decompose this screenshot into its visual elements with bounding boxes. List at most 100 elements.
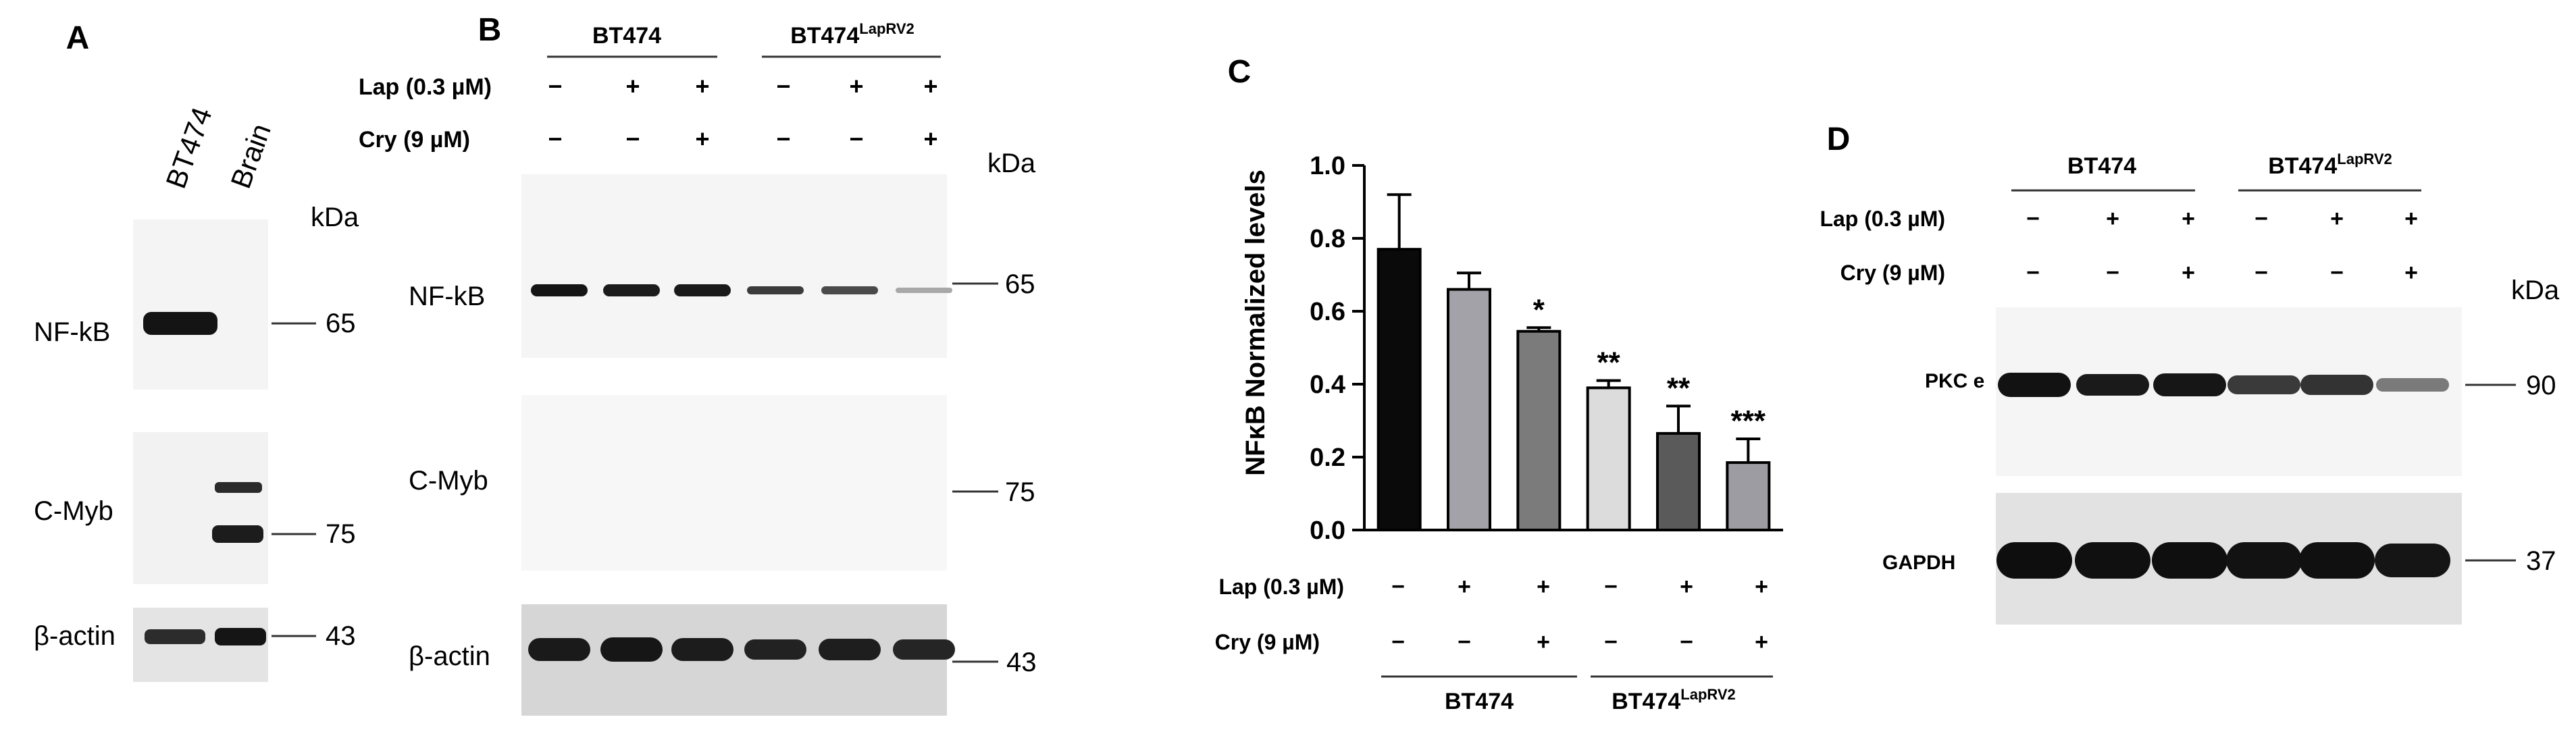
chart-significance-label: ** — [1597, 346, 1621, 379]
panel-d-gapdh-marker: 37 — [2526, 546, 2556, 576]
panel-b-group-2: BT474LapRV2 — [790, 20, 915, 49]
chart-bar — [1586, 386, 1631, 532]
panel-d: D BT474 BT474LapRV2 Lap (0.3 µM) Cry (9 … — [1820, 122, 2560, 625]
panel-a-actin-band-2 — [215, 628, 266, 645]
panel-d-sign-grid: − + + − + + − − + − − + — [2026, 206, 2418, 286]
chart-bar — [1516, 329, 1562, 531]
panel-a-actin-label: β-actin — [34, 621, 115, 651]
chart-bar — [1726, 461, 1771, 531]
panel-c-letter: C — [1228, 54, 1252, 90]
panel-a: A BT474 Brain kDa NF-kB 65 C-Myb 75 β-ac… — [34, 20, 359, 682]
panel-d-gapdh-bands — [1997, 542, 2450, 579]
panel-d-sign-r1-c1: − — [2106, 260, 2119, 286]
panel-b: B BT474 BT474LapRV2 Lap (0.3 µM) Cry (9 … — [359, 12, 1037, 716]
panel-d-sign-r0-c5: + — [2404, 206, 2418, 232]
panel-b-actin-bands — [528, 637, 955, 662]
panel-b-cry-label: Cry (9 µM) — [359, 127, 470, 153]
chart-significance-label: ** — [1667, 371, 1691, 404]
chart-y-tick-label: 0.2 — [1310, 444, 1345, 472]
panel-c-sign-r0-c4: + — [1680, 574, 1693, 600]
chart-significance-label: *** — [1731, 404, 1766, 438]
panel-b-actin-band-lane-1 — [528, 638, 590, 661]
panel-b-cmyb-marker: 75 — [1005, 477, 1035, 507]
panel-c-sign-r0-c0: − — [1391, 574, 1405, 600]
panel-a-cmyb-label: C-Myb — [34, 496, 113, 526]
panel-a-cmyb-band-upper — [215, 482, 262, 493]
panel-a-actin-band-1 — [145, 629, 205, 644]
panel-d-lap-label: Lap (0.3 µM) — [1820, 207, 1945, 231]
panel-b-group-1: BT474 — [592, 23, 661, 49]
panel-c-group-2: BT474LapRV2 — [1612, 686, 1736, 714]
chart-plot: 0.00.20.40.60.81.0******** — [1310, 152, 1783, 545]
panel-b-nfkb-band-lane-4 — [747, 286, 804, 294]
panel-d-gapdh-band-lane-3 — [2152, 542, 2227, 579]
panel-b-sign-r1-c0: − — [548, 125, 562, 153]
panel-b-lap-label: Lap (0.3 µM) — [359, 74, 492, 100]
panel-b-cmyb-label: C-Myb — [409, 466, 488, 496]
panel-d-gapdh-band-lane-2 — [2075, 542, 2150, 579]
panel-b-actin-band-lane-5 — [819, 639, 881, 660]
panel-c-group-1: BT474 — [1445, 689, 1514, 714]
panel-d-gapdh-label: GAPDH — [1882, 552, 1955, 574]
panel-b-sign-r0-c1: + — [625, 72, 640, 100]
panel-a-kda-label: kDa — [311, 203, 359, 232]
chart-bar — [1447, 288, 1491, 531]
panel-d-pkce-band-lane-1 — [1998, 373, 2071, 397]
panel-a-cmyb-membrane — [133, 432, 268, 584]
panel-b-actin-band-lane-2 — [600, 637, 663, 662]
chart-y-tick-label: 0.4 — [1310, 371, 1345, 399]
panel-b-actin-band-lane-6 — [893, 639, 955, 660]
panel-d-sign-r1-c0: − — [2026, 260, 2040, 286]
panel-b-nfkb-label: NF-kB — [409, 282, 485, 311]
panel-a-cmyb-band-lower — [212, 525, 263, 543]
panel-b-actin-membrane — [521, 604, 947, 716]
chart-bar — [1656, 431, 1701, 532]
panel-b-nfkb-band-lane-3 — [674, 284, 731, 296]
chart-y-tick-label: 0.8 — [1310, 225, 1345, 253]
panel-b-sign-r0-c4: + — [849, 72, 863, 100]
panel-c-sign-r1-c2: + — [1537, 629, 1550, 655]
panel-b-sign-r0-c2: + — [695, 72, 709, 100]
panel-c-sign-r1-c5: + — [1755, 629, 1768, 655]
panel-d-pkce-band-lane-2 — [2076, 374, 2149, 396]
panel-d-gapdh-band-lane-1 — [1997, 542, 2072, 579]
panel-a-sample-bt474: BT474 — [159, 103, 217, 192]
panel-b-sign-r1-c3: − — [776, 125, 790, 153]
panel-b-actin-marker: 43 — [1006, 648, 1037, 677]
panel-a-nfkb-label: NF-kB — [34, 317, 110, 347]
panel-a-nfkb-membrane — [133, 219, 268, 390]
panel-b-nfkb-marker: 65 — [1005, 269, 1035, 299]
panel-d-sign-r1-c2: + — [2182, 260, 2195, 286]
chart-bar — [1376, 248, 1422, 531]
panel-b-cmyb-membrane — [521, 395, 947, 571]
panel-b-sign-r1-c5: + — [923, 125, 937, 153]
panel-a-cmyb-marker: 75 — [326, 519, 356, 549]
panel-b-nfkb-band-lane-5 — [821, 286, 878, 294]
chart-y-tick-label: 1.0 — [1310, 152, 1345, 180]
panel-b-sign-r0-c3: − — [776, 72, 790, 100]
panel-d-pkce-band-lane-4 — [2227, 375, 2300, 394]
panel-a-letter: A — [66, 20, 90, 56]
panel-d-sign-r1-c4: − — [2330, 260, 2344, 286]
panel-d-group-2: BT474LapRV2 — [2268, 151, 2392, 179]
panel-b-nfkb-band-lane-6 — [896, 288, 952, 293]
panel-d-cry-label: Cry (9 µM) — [1840, 261, 1945, 285]
panel-c-sign-r1-c3: − — [1604, 629, 1618, 655]
panel-d-gapdh-band-lane-6 — [2375, 544, 2450, 577]
chart-y-tick-label: 0.6 — [1310, 298, 1345, 326]
panel-d-pkce-label: PKC e — [1925, 370, 1984, 392]
panel-c-cry-label: Cry (9 µM) — [1215, 630, 1320, 654]
panel-c-sign-r1-c0: − — [1391, 629, 1405, 655]
panel-c-sign-r1-c4: − — [1680, 629, 1693, 655]
panel-d-pkce-band-lane-6 — [2376, 378, 2449, 392]
panel-b-letter: B — [478, 12, 502, 48]
panel-c-sign-r0-c2: + — [1537, 574, 1550, 600]
panel-d-sign-r0-c2: + — [2182, 206, 2195, 232]
chart-y-tick-label: 0.0 — [1310, 517, 1345, 545]
chart-significance-label: * — [1533, 293, 1545, 326]
panel-c-sign-r0-c3: − — [1604, 574, 1618, 600]
panel-d-pkce-band-lane-3 — [2153, 373, 2226, 396]
panel-d-pkce-band-lane-5 — [2300, 375, 2373, 395]
panel-d-sign-r0-c0: − — [2026, 206, 2040, 232]
